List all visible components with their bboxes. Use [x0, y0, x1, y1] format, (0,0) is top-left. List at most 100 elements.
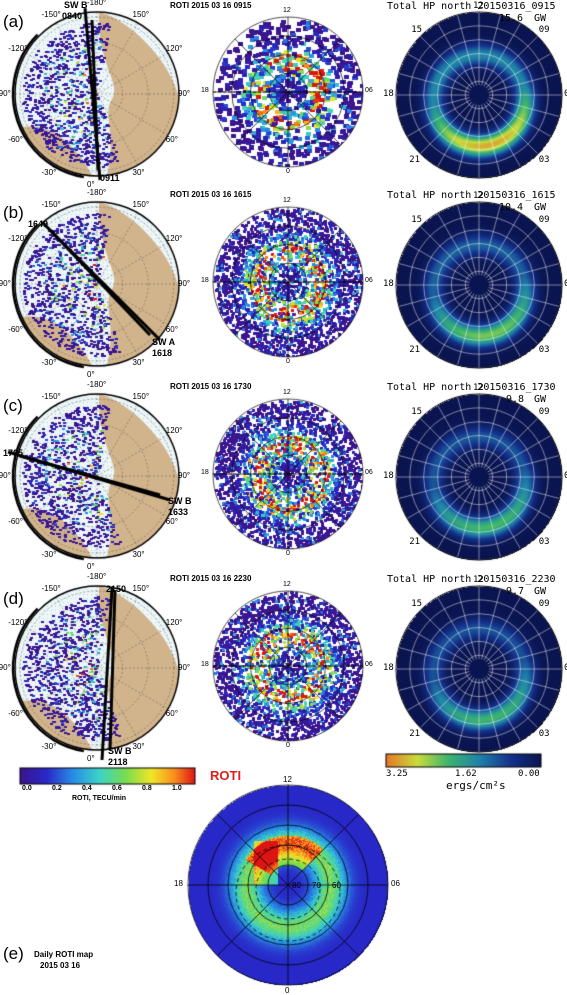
- lon-label-0-1: -150°: [42, 10, 61, 19]
- hp-mlt-ur-0: 09: [539, 25, 550, 35]
- lon-label-2-0: -180°: [87, 380, 106, 389]
- panel-label-e: (e): [3, 944, 24, 964]
- lon-label-2-1: -150°: [42, 392, 61, 401]
- lon-label-1-10: 30°: [133, 358, 145, 367]
- sw-label-a1: SW B: [64, 0, 88, 10]
- mlt-left-0: 18: [201, 87, 209, 94]
- lon-label-2-9: -30°: [42, 550, 57, 559]
- hp-mlt-ll-2: 21: [409, 537, 420, 547]
- roti-title-d: ROTI 2015 03 16 2230: [170, 574, 251, 583]
- mlt-bottom-0: 0: [286, 168, 290, 175]
- sw-time-a1: 0840: [62, 11, 82, 21]
- roti-cb-tick-3: 0.6: [112, 785, 122, 792]
- hp-cb-tick-2: 0.00: [518, 769, 540, 779]
- hp-unit-d: GW: [534, 586, 546, 597]
- lon-label-3-6: 90°: [178, 663, 190, 672]
- lon-label-0-9: -30°: [42, 168, 57, 177]
- lon-label-3-9: -30°: [42, 742, 57, 751]
- hp-unit-a: GW: [534, 13, 546, 24]
- lon-label-1-4: 120°: [166, 234, 183, 243]
- lon-label-1-0: -180°: [87, 188, 106, 197]
- hp-power-a: 15.6: [499, 13, 523, 24]
- lon-label-1-11: 0°: [87, 370, 95, 379]
- mlt-right-3: 06: [365, 661, 373, 668]
- hp-cb-tick-1: 1.62: [455, 769, 477, 779]
- hp-mlt-top-0: 12: [473, 1, 484, 11]
- daily-mlt-right: 06: [391, 879, 400, 888]
- mlt-left-3: 18: [201, 661, 209, 668]
- mlt-bottom-3: 0: [286, 742, 290, 749]
- mlt-top-2: 12: [283, 389, 291, 396]
- lon-label-2-8: 60°: [166, 517, 178, 526]
- panel-label-a: (a): [3, 12, 24, 32]
- lon-label-1-8: 60°: [166, 325, 178, 334]
- lon-label-2-10: 30°: [133, 550, 145, 559]
- sw-time-d1: 2150: [106, 584, 126, 594]
- mlt-left-1: 18: [201, 277, 209, 284]
- hp-mlt-left-3: 18: [383, 663, 394, 673]
- lon-label-0-10: 30°: [133, 168, 145, 177]
- lon-label-3-4: 120°: [166, 618, 183, 627]
- mlt-top-1: 12: [283, 197, 291, 204]
- lon-label-2-5: -90°: [0, 471, 11, 480]
- roti-cb-title: ROTI, TECU/min: [72, 795, 126, 802]
- hp-mlt-ul-0: 15: [411, 25, 422, 35]
- lon-label-2-6: 90°: [178, 471, 190, 480]
- sw-label-c2: SW B: [168, 496, 192, 506]
- roti-cb-tick-4: 0.8: [142, 785, 152, 792]
- daily-mlt-left: 18: [174, 879, 183, 888]
- mlt-right-0: 06: [365, 87, 373, 94]
- hp-mlt-ll-0: 21: [409, 155, 420, 165]
- mlt-top-3: 12: [283, 581, 291, 588]
- hp-mlt-left-1: 18: [383, 279, 394, 289]
- hp-mlt-ul-3: 15: [411, 599, 422, 609]
- hp-unit-c: GW: [534, 394, 546, 405]
- hp-title-d: Total HP north 20150316_2230: [387, 574, 556, 585]
- lon-label-0-7: -60°: [8, 135, 23, 144]
- sw-label-b2: SW A: [152, 337, 175, 347]
- hp-mlt-lr-0: 03: [539, 155, 550, 165]
- daily-date: 2015 03 16: [40, 961, 80, 970]
- roti-cb-tick-1: 0.2: [52, 785, 62, 792]
- lon-label-0-4: 120°: [166, 44, 183, 53]
- hp-mlt-top-1: 12: [473, 191, 484, 201]
- lon-label-2-4: 120°: [166, 426, 183, 435]
- hp-mlt-ll-3: 21: [409, 729, 420, 739]
- roti-title-b: ROTI 2015 03 16 1615: [170, 190, 251, 199]
- daily-mlat-70: 70: [312, 881, 321, 890]
- panel-label-c: (c): [3, 396, 23, 416]
- lon-label-0-2: 150°: [133, 10, 150, 19]
- lon-label-3-10: 30°: [133, 742, 145, 751]
- hp-cb-tick-0: 3.25: [386, 769, 408, 779]
- lon-label-3-11: 0°: [87, 754, 95, 763]
- hp-mlt-lr-2: 03: [539, 537, 550, 547]
- lon-label-0-3: -120°: [8, 44, 27, 53]
- panel-label-d: (d): [3, 589, 24, 609]
- roti-cb-tick-0: 0.0: [22, 785, 32, 792]
- roti-title-c: ROTI 2015 03 16 1730: [170, 382, 251, 391]
- lon-label-3-5: -90°: [0, 663, 11, 672]
- roti-cb-big-label: ROTI: [210, 768, 241, 783]
- hp-mlt-ur-3: 09: [539, 599, 550, 609]
- lon-label-1-3: -120°: [8, 234, 27, 243]
- sw-time-a2: 0911: [100, 173, 120, 183]
- hp-power-b: 10.4: [499, 202, 523, 213]
- lon-label-1-6: 90°: [178, 279, 190, 288]
- lon-label-2-3: -120°: [8, 426, 27, 435]
- daily-mlt-bottom: 0: [285, 986, 289, 995]
- lon-label-3-3: -120°: [8, 618, 27, 627]
- hp-power-c: 9.8: [506, 394, 524, 405]
- lon-label-1-9: -30°: [42, 358, 57, 367]
- sw-time-d2: 2118: [108, 757, 128, 767]
- lon-label-1-7: -60°: [8, 325, 23, 334]
- roti-cb-tick-2: 0.4: [82, 785, 92, 792]
- lon-label-0-8: 60°: [166, 135, 178, 144]
- hp-mlt-top-2: 12: [473, 383, 484, 393]
- mlt-left-2: 18: [201, 469, 209, 476]
- hp-cb-unit: ergs/cm²s: [446, 779, 506, 792]
- lon-label-2-2: 150°: [133, 392, 150, 401]
- mlt-top-0: 12: [283, 7, 291, 14]
- roti-title-a: ROTI 2015 03 16 0915: [170, 1, 251, 10]
- roti-cb-tick-5: 1.0: [172, 785, 182, 792]
